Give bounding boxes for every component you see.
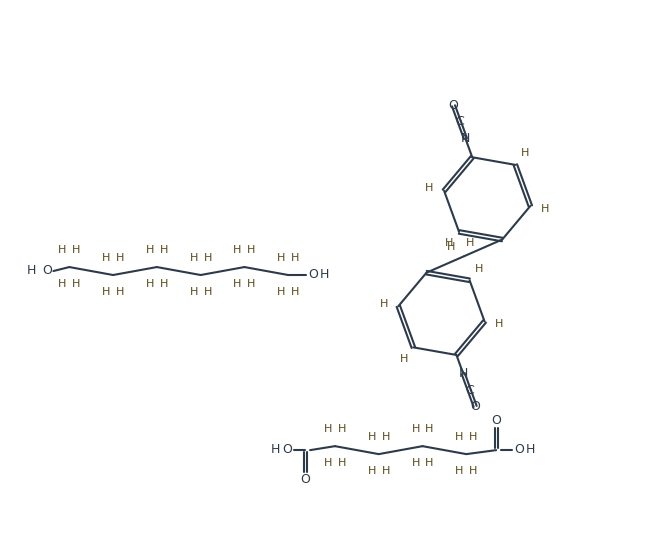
Text: H: H: [160, 245, 168, 255]
Text: H: H: [368, 466, 376, 476]
Text: O: O: [514, 443, 524, 455]
Text: H: H: [203, 253, 212, 263]
Text: H: H: [475, 264, 483, 274]
Text: N: N: [461, 132, 470, 145]
Text: H: H: [203, 287, 212, 297]
Text: H: H: [324, 458, 332, 468]
Text: H: H: [277, 253, 285, 263]
Text: H: H: [233, 245, 241, 255]
Text: H: H: [277, 287, 285, 297]
Text: H: H: [368, 432, 376, 442]
Text: H: H: [291, 253, 299, 263]
Text: O: O: [449, 100, 458, 112]
Text: H: H: [466, 238, 475, 248]
Text: H: H: [116, 287, 124, 297]
Text: H: H: [233, 279, 241, 289]
Text: H: H: [72, 245, 80, 255]
Text: H: H: [412, 458, 420, 468]
Text: H: H: [146, 279, 154, 289]
Text: H: H: [400, 354, 408, 364]
Text: H: H: [525, 443, 535, 455]
Text: O: O: [300, 474, 310, 486]
Text: H: H: [291, 287, 299, 297]
Text: H: H: [521, 148, 529, 158]
Text: H: H: [190, 287, 198, 297]
Text: H: H: [446, 239, 454, 249]
Text: H: H: [382, 466, 390, 476]
Text: O: O: [470, 400, 480, 413]
Text: O: O: [308, 267, 318, 281]
Text: H: H: [541, 203, 549, 214]
Text: N: N: [459, 367, 468, 380]
Text: H: H: [469, 466, 477, 476]
Text: O: O: [43, 264, 53, 276]
Text: H: H: [146, 245, 154, 255]
Text: H: H: [27, 264, 37, 276]
Text: H: H: [426, 424, 434, 434]
Text: H: H: [247, 245, 255, 255]
Text: H: H: [271, 443, 280, 455]
Text: H: H: [382, 432, 390, 442]
Text: H: H: [116, 253, 124, 263]
Text: H: H: [102, 253, 110, 263]
Text: H: H: [160, 279, 168, 289]
Text: H: H: [102, 287, 110, 297]
Text: H: H: [455, 466, 464, 476]
Text: H: H: [190, 253, 198, 263]
Text: H: H: [72, 279, 80, 289]
Text: H: H: [425, 183, 434, 193]
Text: H: H: [324, 424, 332, 434]
Text: O: O: [282, 443, 292, 455]
Text: H: H: [338, 458, 346, 468]
Text: O: O: [491, 414, 501, 427]
Text: H: H: [412, 424, 420, 434]
Text: C: C: [455, 115, 464, 128]
Text: H: H: [448, 242, 456, 252]
Text: H: H: [247, 279, 255, 289]
Text: H: H: [426, 458, 434, 468]
Text: H: H: [380, 299, 388, 309]
Text: C: C: [465, 384, 473, 397]
Text: H: H: [58, 245, 66, 255]
Text: H: H: [469, 432, 477, 442]
Text: H: H: [319, 267, 329, 281]
Text: H: H: [455, 432, 464, 442]
Text: H: H: [495, 319, 503, 329]
Text: H: H: [338, 424, 346, 434]
Text: H: H: [58, 279, 66, 289]
